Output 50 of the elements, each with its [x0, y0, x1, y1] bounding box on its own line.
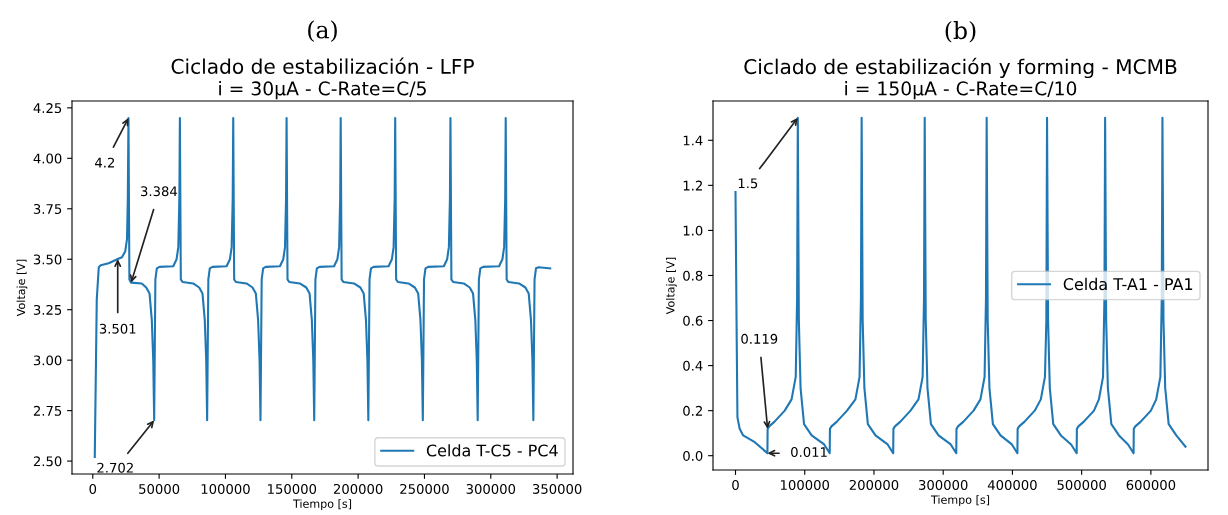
y-tick-label: 0.0 — [683, 450, 703, 461]
y-tick-label: 2.50 — [33, 456, 62, 467]
y-tick-label: 1.4 — [683, 135, 703, 146]
x-tick-label: 50000 — [139, 483, 180, 494]
annotation: 1.5 — [738, 178, 758, 189]
annotation: 4.2 — [95, 157, 115, 168]
y-tick-label: 1.0 — [683, 225, 703, 236]
y-tick-label: 0.2 — [683, 405, 702, 416]
y-tick-label: 0.4 — [683, 360, 703, 371]
x-tick-label: 150000 — [268, 483, 317, 494]
chart-title: Ciclado de estabilización y forming - MCMB — [744, 57, 1177, 79]
y-axis-title: Voltaje [V] — [665, 257, 677, 315]
x-tick-label: 300000 — [919, 479, 968, 490]
y-tick-label: 0.8 — [683, 270, 703, 281]
text: (b) — [945, 20, 976, 43]
x-axis-title: Tiempo [s] — [930, 495, 990, 507]
x-tick-label: 600000 — [1126, 479, 1176, 490]
y-tick-label: 4.25 — [33, 103, 62, 114]
y-tick-label: 3.00 — [33, 355, 62, 366]
x-tick-label: 250000 — [400, 483, 449, 494]
chart-subtitle: i = 30μA - C-Rate=C/5 — [219, 80, 426, 100]
x-tick-label: 350000 — [532, 483, 582, 494]
x-tick-label: 300000 — [466, 483, 516, 494]
x-tick-label: 100000 — [781, 479, 830, 490]
x-tick-label: 200000 — [849, 479, 899, 490]
annotation: 3.501 — [99, 323, 136, 334]
y-tick-label: 3.50 — [33, 254, 62, 265]
annotation: 3.384 — [141, 186, 178, 197]
chart-subtitle: i = 150μA - C-Rate=C/10 — [845, 81, 1077, 100]
x-tick-label: 0 — [89, 483, 97, 494]
x-tick-label: 100000 — [201, 483, 250, 494]
y-tick-label: 4.00 — [33, 153, 62, 164]
y-tick-label: 1.2 — [683, 180, 702, 191]
legend-label: Celda T-C5 - PC4 — [426, 444, 558, 457]
x-tick-label: 500000 — [1057, 479, 1106, 490]
x-tick-label: 400000 — [987, 479, 1037, 490]
y-axis-title: Voltaje [V] — [16, 259, 28, 317]
legend-label: Celda T-A1 - PA1 — [1063, 277, 1193, 291]
chart-title: Ciclado de estabilización - LFP — [171, 57, 474, 74]
x-tick-label: 0 — [732, 479, 739, 490]
y-tick-label: 3.25 — [33, 304, 62, 315]
y-tick-label: 3.75 — [33, 204, 62, 214]
text: (a) — [308, 20, 337, 42]
x-axis-title: Tiempo [s] — [292, 499, 352, 511]
x-tick-label: 200000 — [333, 483, 383, 494]
y-tick-label: 2.75 — [33, 405, 62, 416]
y-tick-label: 0.6 — [683, 315, 703, 326]
annotation: 0.119 — [741, 333, 778, 344]
annotation: 2.702 — [97, 462, 133, 473]
annotation: 0.011 — [791, 447, 827, 458]
